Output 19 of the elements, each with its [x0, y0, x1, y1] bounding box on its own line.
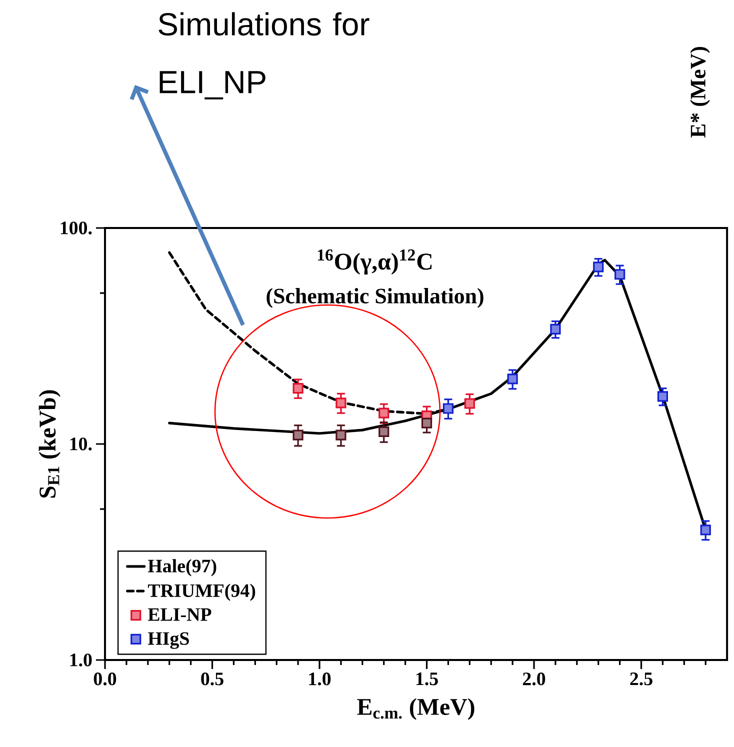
annotation: $^{16}$O(γ,α)$^{12}$C [318, 249, 432, 275]
legend-label: Hale(97) [148, 559, 216, 576]
y-tick-label: 100. [60, 222, 92, 234]
x-tick-label: 0.0 [94, 672, 116, 686]
text: Simulations for ELI_NP [158, 12, 370, 100]
y-tick-label: 1.0 [70, 654, 92, 666]
x-axis-title: E$_{c.m.}$ (MeV) [357, 698, 474, 720]
x-tick-label: 1.5 [416, 672, 438, 686]
y-tick-label: 10. [70, 438, 92, 450]
text: E* (MeV) [690, 46, 710, 138]
annotation: (Schematic Simulation) [266, 288, 484, 308]
x-tick-label: 2.5 [630, 672, 652, 686]
legend-label: TRIUMF(94) [148, 584, 256, 601]
x-tick-label: 2.0 [522, 672, 546, 686]
x-tick-label: 1.0 [309, 672, 331, 686]
legend-label: HIgS [148, 632, 189, 649]
legend-label: ELI-NP [148, 608, 212, 621]
y-axis-title: S$_{E1}$ (keVb) [38, 390, 61, 498]
x-tick-label: 0.5 [201, 672, 224, 686]
